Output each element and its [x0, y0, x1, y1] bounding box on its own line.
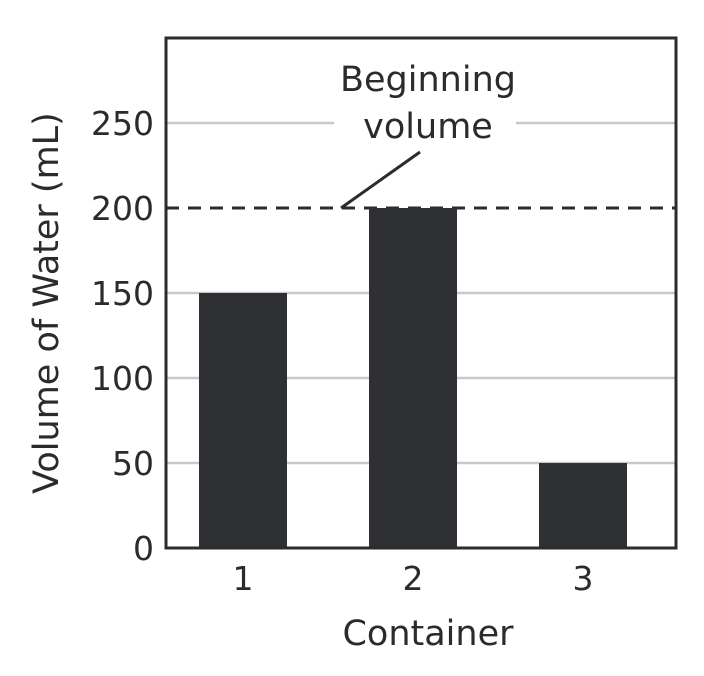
- y-tick-label: 0: [133, 529, 154, 568]
- bar-container-2: [369, 208, 457, 548]
- y-tick-label: 100: [91, 359, 154, 398]
- y-tick-label: 50: [112, 444, 154, 483]
- y-tick-label: 150: [91, 274, 154, 313]
- annotation-leader-line: [340, 150, 421, 210]
- x-tick-labels: 1 2 3: [233, 559, 594, 598]
- bars: [199, 208, 627, 548]
- x-tick-label: 2: [403, 559, 424, 598]
- beginning-volume-annotation: Beginning volume: [334, 60, 516, 210]
- bar-container-1: [199, 293, 287, 548]
- plot-frame: [164, 36, 678, 550]
- annotation-line-1: Beginning: [340, 60, 516, 100]
- bar-container-3: [539, 463, 627, 548]
- x-axis-title: Container: [342, 614, 514, 654]
- x-tick-label: 1: [233, 559, 254, 598]
- y-tick-label: 200: [91, 189, 154, 228]
- annotation-line-2: volume: [363, 107, 493, 147]
- x-tick-label: 3: [573, 559, 594, 598]
- y-axis-title: Volume of Water (mL): [27, 112, 67, 494]
- y-tick-label: 250: [91, 104, 154, 143]
- y-tick-labels: 0 50 100 150 200 250: [91, 104, 154, 568]
- annotation-background: [334, 105, 516, 145]
